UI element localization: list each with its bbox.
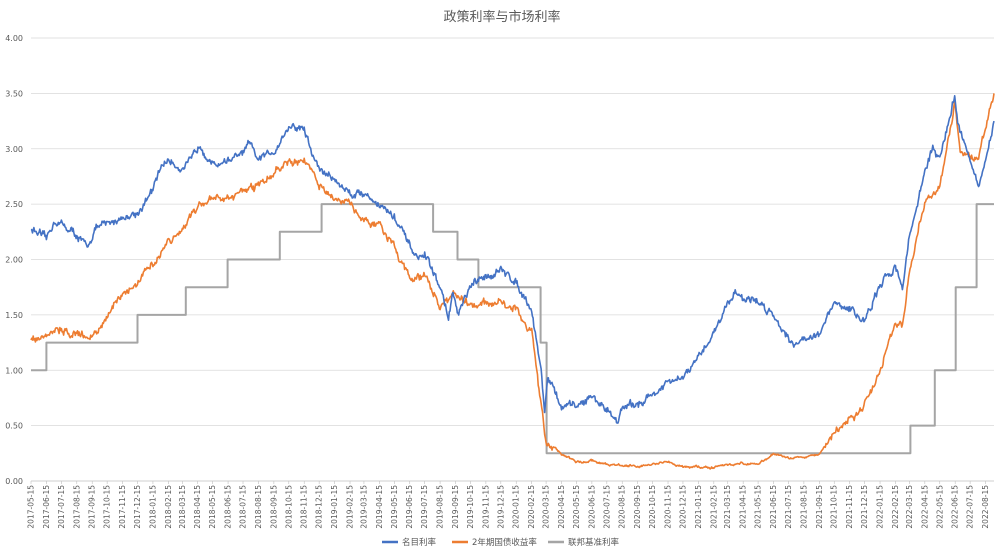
x-tick-label: 2019-07-15 [420,485,429,529]
legend: 名目利率 2年期国债收益率 联邦基准利率 [382,537,620,548]
x-tick-label: 2020-04-15 [557,485,566,529]
x-tick-label: 2020-01-15 [512,485,521,529]
y-tick-label: 3.00 [5,145,23,154]
x-tick-label: 2017-08-15 [72,485,81,529]
x-tick-label: 2021-12-15 [860,485,869,529]
x-tick-label: 2017-06-15 [42,485,51,529]
y-tick-label: 0.50 [5,422,23,431]
x-tick-label: 2019-05-15 [390,485,399,529]
y-tick-label: 1.50 [5,311,23,320]
x-tick-label: 2022-06-15 [951,485,960,529]
x-tick-label: 2020-08-15 [618,485,627,529]
x-tick-label: 2021-03-15 [723,485,732,529]
x-tick-label: 2021-08-15 [799,485,808,529]
x-tick-label: 2018-04-15 [193,485,202,529]
x-tick-label: 2021-11-15 [845,485,854,529]
x-tick-label: 2022-05-15 [935,485,944,529]
x-tick-label: 2017-10-15 [103,485,112,529]
x-tick-label: 2018-07-15 [239,485,248,529]
x-tick-label: 2021-09-15 [815,485,824,529]
y-tick-label: 0.00 [5,477,23,486]
x-tick-label: 2020-07-15 [602,485,611,529]
x-tick-label: 2020-05-15 [572,485,581,529]
x-tick-label: 2020-09-15 [633,485,642,529]
legend-label: 联邦基准利率 [568,537,620,548]
x-tick-label: 2022-07-15 [966,485,975,529]
x-tick-label: 2019-02-15 [346,485,355,529]
x-tick-label: 2019-11-15 [481,485,490,529]
x-tick-label: 2021-01-15 [694,485,703,529]
y-tick-label: 3.50 [5,89,23,98]
x-tick-label: 2018-10-15 [284,485,293,529]
x-tick-label: 2017-05-15 [27,485,36,529]
x-tick-label: 2019-06-15 [405,485,414,529]
gridlines [31,37,994,482]
x-tick-label: 2021-05-15 [754,485,763,529]
x-tick-label: 2019-01-15 [330,485,339,529]
x-tick-label: 2019-03-15 [359,485,368,529]
y-tick-label: 2.00 [5,256,23,265]
x-tick-label: 2018-09-15 [269,485,278,529]
y-tick-label: 2.50 [5,200,23,209]
legend-label: 2年期国债收益率 [472,537,537,548]
x-tick-label: 2019-10-15 [466,485,475,529]
x-tick-label: 2022-01-15 [876,485,885,529]
y-axis-ticks: 0.00 0.50 1.00 1.50 2.00 2.50 3.00 3.50 4.00 [5,34,23,486]
series-line-1 [30,93,995,470]
x-axis-ticks: 2017-05-15 2017-06-15 2017-07-15 2017-08-15… [27,481,990,529]
x-tick-label: 2018-06-15 [224,485,233,529]
x-tick-label: 2021-06-15 [769,485,778,529]
x-tick-label: 2020-11-15 [664,485,673,529]
x-tick-label: 2020-10-15 [648,485,657,529]
series-line-0 [30,95,995,424]
x-tick-label: 2018-01-15 [148,485,157,529]
x-tick-label: 2018-03-15 [178,485,187,529]
x-tick-label: 2021-10-15 [830,485,839,529]
x-tick-label: 2018-12-15 [315,485,324,529]
x-tick-label: 2017-11-15 [118,485,127,529]
x-tick-label: 2021-04-15 [739,485,748,529]
x-tick-label: 2018-02-15 [164,485,173,529]
x-tick-label: 2017-07-15 [57,485,66,529]
x-tick-label: 2021-07-15 [784,485,793,529]
x-tick-label: 2017-09-15 [88,485,97,529]
x-tick-label: 2021-02-15 [709,485,718,529]
x-tick-label: 2020-02-15 [527,485,536,529]
legend-label: 名目利率 [402,537,437,548]
x-tick-label: 2019-12-15 [496,485,505,529]
x-tick-label: 2020-06-15 [587,485,596,529]
y-tick-label: 1.00 [5,366,23,375]
x-tick-label: 2020-03-15 [542,485,551,529]
x-tick-label: 2019-04-15 [375,485,384,529]
x-tick-label: 2017-12-15 [133,485,142,529]
x-tick-label: 2020-12-15 [678,485,687,529]
x-tick-label: 2018-11-15 [300,485,309,529]
x-tick-label: 2022-08-15 [981,485,990,529]
x-tick-label: 2022-03-15 [905,485,914,529]
x-tick-label: 2019-09-15 [451,485,460,529]
x-tick-label: 2019-08-15 [436,485,445,529]
x-tick-label: 2018-05-15 [208,485,217,529]
x-tick-label: 2022-04-15 [920,485,929,529]
chart-title: 政策利率与市场利率 [443,9,560,25]
series-lines [30,93,995,470]
x-tick-label: 2022-02-15 [891,485,900,529]
y-tick-label: 4.00 [5,34,23,43]
series-line-2 [31,203,994,455]
x-tick-label: 2018-08-15 [254,485,263,529]
